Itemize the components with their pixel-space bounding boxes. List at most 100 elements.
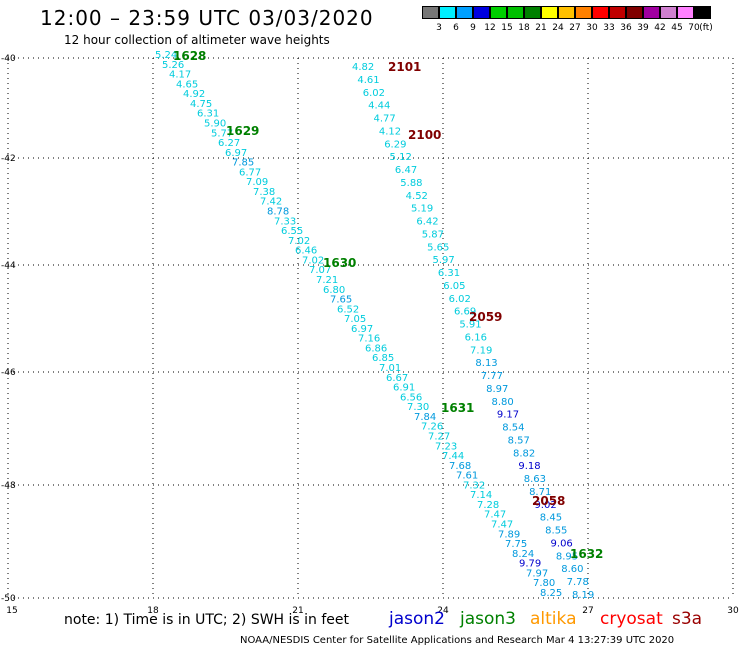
swh-reading: 7.05 bbox=[344, 314, 366, 325]
footer-credit: NOAA/NESDIS Center for Satellite Applica… bbox=[240, 635, 675, 646]
swh-reading: 8.82 bbox=[513, 448, 535, 459]
swh-reading: 7.38 bbox=[253, 187, 275, 198]
y-tick-label: -50 bbox=[1, 594, 16, 604]
legend-label: 12 bbox=[484, 23, 496, 33]
legend-swatch bbox=[643, 6, 660, 19]
swh-reading: 7.02 bbox=[302, 255, 324, 266]
swh-reading: 7.33 bbox=[274, 216, 296, 227]
swh-reading: 6.16 bbox=[465, 332, 487, 343]
x-tick-label: 15 bbox=[6, 606, 17, 616]
swh-reading: 7.07 bbox=[309, 265, 331, 276]
swh-reading: 7.78 bbox=[567, 577, 589, 588]
legend-label: 15 bbox=[501, 23, 513, 33]
legend-unit: (ft) bbox=[699, 23, 713, 33]
swh-reading: 4.65 bbox=[176, 79, 198, 90]
legend-label: 9 bbox=[470, 23, 476, 33]
satellite-altika: altika bbox=[530, 609, 577, 629]
swh-reading: 6.02 bbox=[363, 88, 385, 99]
swh-reading: 7.16 bbox=[358, 334, 380, 345]
swh-reading: 6.52 bbox=[337, 304, 359, 315]
swh-reading: 7.65 bbox=[330, 295, 352, 306]
legend-label: 21 bbox=[535, 23, 547, 33]
pass-time-label: 1629 bbox=[226, 124, 259, 138]
legend-swatch bbox=[677, 6, 694, 19]
x-tick-label: 21 bbox=[292, 606, 303, 616]
legend-label: 24 bbox=[552, 23, 564, 33]
swh-reading: 6.31 bbox=[197, 109, 219, 120]
swh-reading: 7.26 bbox=[421, 422, 443, 433]
swh-reading: 8.55 bbox=[545, 526, 567, 537]
swh-reading: 7.27 bbox=[428, 431, 450, 442]
pass-time-label: 2059 bbox=[469, 310, 502, 324]
legend-swatch bbox=[507, 6, 524, 19]
swh-reading: 7.19 bbox=[470, 345, 492, 356]
legend-swatch bbox=[490, 6, 507, 19]
swh-reading: 7.44 bbox=[442, 451, 464, 462]
swh-reading: 4.52 bbox=[406, 191, 428, 202]
legend-swatch bbox=[609, 6, 626, 19]
swh-reading: 7.21 bbox=[316, 275, 338, 286]
swh-reading: 5.24 bbox=[155, 50, 177, 61]
legend-swatch bbox=[422, 6, 439, 19]
swh-reading: 7.02 bbox=[288, 236, 310, 247]
swh-reading: 7.84 bbox=[414, 412, 436, 423]
swh-reading: 6.67 bbox=[386, 373, 408, 384]
legend-swatch bbox=[473, 6, 490, 19]
swh-reading: 5.19 bbox=[411, 204, 433, 215]
swh-reading: 7.32 bbox=[463, 480, 485, 491]
swh-reading: 8.13 bbox=[475, 358, 497, 369]
page-title: 12:00 – 23:59 UTC 03/03/2020 bbox=[40, 6, 374, 30]
legend-swatch bbox=[592, 6, 609, 19]
legend-label: 27 bbox=[569, 23, 581, 33]
swh-reading: 4.17 bbox=[169, 70, 191, 81]
swh-reading: 5.65 bbox=[427, 242, 449, 253]
swh-reading: 8.78 bbox=[267, 207, 289, 218]
pass-time-label: 2101 bbox=[388, 60, 421, 74]
legend-swatch bbox=[541, 6, 558, 19]
swh-reading: 9.17 bbox=[497, 410, 519, 421]
legend-swatch bbox=[456, 6, 473, 19]
legend-swatch bbox=[558, 6, 575, 19]
swh-reading: 6.05 bbox=[443, 281, 465, 292]
swh-reading: 6.56 bbox=[400, 392, 422, 403]
swh-reading: 7.80 bbox=[533, 578, 555, 589]
y-tick-label: -44 bbox=[1, 261, 16, 271]
legend-label: 36 bbox=[620, 23, 632, 33]
swh-reading: 7.75 bbox=[505, 539, 527, 550]
y-tick-label: -42 bbox=[1, 154, 16, 164]
swh-reading: 7.09 bbox=[246, 177, 268, 188]
swh-reading: 5.26 bbox=[162, 60, 184, 71]
swh-reading: 7.23 bbox=[435, 441, 457, 452]
swh-reading: 6.31 bbox=[438, 268, 460, 279]
swh-reading: 6.29 bbox=[384, 139, 406, 150]
satellite-s3a: s3a bbox=[672, 609, 703, 629]
swh-reading: 6.91 bbox=[393, 383, 415, 394]
swh-reading: 5.90 bbox=[204, 118, 226, 129]
swh-reading: 8.19 bbox=[572, 590, 594, 601]
swh-reading: 4.82 bbox=[352, 62, 374, 73]
legend-label: 6 bbox=[453, 23, 459, 33]
swh-reading: 8.63 bbox=[524, 474, 546, 485]
swh-reading: 5.87 bbox=[422, 229, 444, 240]
note-text: note: 1) Time is in UTC; 2) SWH is in fe… bbox=[64, 612, 350, 628]
legend-label: 45 bbox=[671, 23, 683, 33]
swh-reading: 4.61 bbox=[357, 75, 379, 86]
swh-reading: 6.77 bbox=[239, 167, 261, 178]
swh-reading: 7.01 bbox=[379, 363, 401, 374]
x-tick-label: 27 bbox=[582, 606, 593, 616]
pass-time-label: 1630 bbox=[323, 256, 356, 270]
swh-reading: 5.91 bbox=[459, 320, 481, 331]
legend-label: 70 bbox=[688, 23, 700, 33]
swh-reading: 4.44 bbox=[368, 101, 390, 112]
swh-reading: 6.47 bbox=[395, 165, 417, 176]
swh-reading: 4.92 bbox=[183, 89, 205, 100]
pass-time-label: 1628 bbox=[173, 49, 206, 63]
swh-reading: 6.02 bbox=[449, 294, 471, 305]
swh-reading: 6.97 bbox=[225, 148, 247, 159]
swh-reading: 8.57 bbox=[508, 435, 530, 446]
swh-reading: 8.45 bbox=[540, 513, 562, 524]
swh-reading: 9.79 bbox=[519, 559, 541, 570]
swh-reading: 8.60 bbox=[561, 564, 583, 575]
x-tick-label: 24 bbox=[437, 606, 449, 616]
swh-reading: 9.02 bbox=[534, 500, 556, 511]
